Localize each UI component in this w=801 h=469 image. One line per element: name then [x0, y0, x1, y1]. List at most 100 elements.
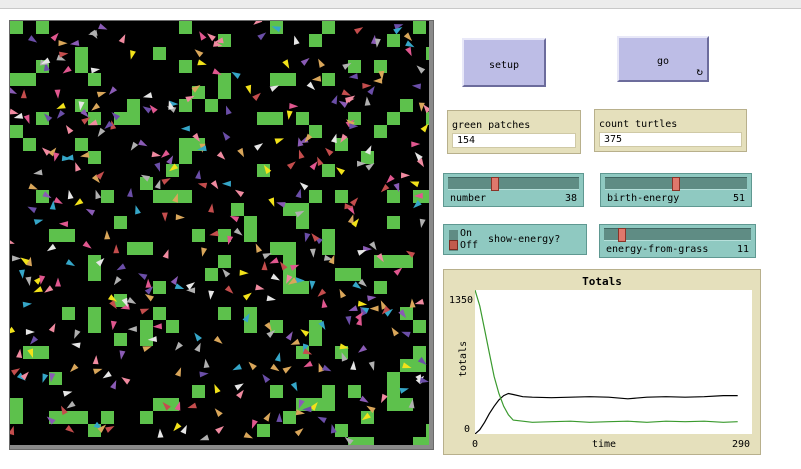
turtle: [80, 108, 89, 118]
turtle: [157, 428, 164, 438]
grass-patch: [322, 242, 335, 255]
grass-patch: [218, 86, 231, 99]
turtle: [229, 215, 240, 223]
monitor-label: count turtles: [599, 119, 678, 130]
turtle: [317, 416, 327, 424]
world-canvas: [10, 21, 429, 445]
grass-patch: [322, 385, 335, 398]
turtle: [71, 342, 81, 349]
turtle: [208, 203, 214, 213]
grass-patch: [244, 320, 257, 333]
switch-knob[interactable]: [449, 240, 458, 250]
turtle: [376, 253, 384, 263]
turtle: [56, 110, 65, 119]
turtle: [28, 183, 38, 190]
turtle: [10, 240, 15, 244]
turtle: [300, 57, 310, 66]
turtle: [341, 352, 348, 362]
turtle: [10, 108, 19, 115]
turtle: [139, 308, 150, 315]
turtle: [399, 388, 409, 394]
turtle: [135, 205, 141, 215]
turtle: [58, 40, 68, 47]
grass-patch: [348, 385, 361, 398]
grass-patch: [374, 60, 387, 73]
turtle: [191, 84, 201, 93]
slider-track[interactable]: [448, 177, 579, 191]
slider-track[interactable]: [605, 177, 747, 191]
turtle: [357, 300, 368, 307]
turtle: [91, 174, 100, 184]
turtle: [130, 141, 139, 151]
turtle: [266, 330, 276, 338]
turtle: [365, 163, 375, 171]
turtle: [13, 112, 24, 119]
plot-area: [474, 289, 752, 435]
plot-canvas: [474, 289, 738, 435]
slider-energy-from-grass[interactable]: energy-from-grass 11: [599, 224, 756, 258]
turtle: [53, 152, 60, 162]
turtle: [302, 348, 313, 355]
grass-patch: [23, 138, 36, 151]
grass-patch: [413, 346, 426, 359]
plot-title: Totals: [582, 275, 622, 288]
plot-series-line-1: [474, 392, 738, 435]
turtle: [175, 341, 183, 351]
go-button[interactable]: go ↻: [617, 36, 709, 82]
turtle: [78, 101, 85, 111]
turtle: [352, 281, 362, 289]
turtle: [362, 82, 372, 89]
turtle: [98, 23, 108, 30]
turtle: [43, 113, 53, 122]
turtle: [89, 29, 98, 39]
turtle: [262, 374, 271, 383]
turtle: [144, 286, 154, 295]
grass-patch: [387, 112, 400, 125]
turtle: [214, 384, 221, 394]
turtle: [270, 273, 280, 281]
turtle: [199, 371, 209, 378]
turtle: [96, 91, 107, 98]
grass-patch: [361, 437, 374, 445]
turtle: [420, 123, 429, 133]
turtle: [344, 203, 354, 210]
switch-label: show-energy?: [488, 234, 561, 245]
slider-thumb[interactable]: [672, 177, 680, 191]
grass-patch: [10, 125, 23, 138]
grass-patch: [75, 138, 88, 151]
grass-patch: [270, 320, 283, 333]
grass-patch: [335, 424, 348, 437]
slider-thumb[interactable]: [618, 228, 626, 242]
slider-thumb[interactable]: [491, 177, 499, 191]
turtle: [411, 83, 421, 90]
turtle: [185, 95, 195, 103]
grass-patch: [387, 385, 400, 398]
go-button-label: go: [656, 56, 670, 67]
switch-show-energy[interactable]: On Off show-energy?: [443, 224, 587, 255]
turtle: [118, 34, 126, 44]
turtle: [213, 40, 223, 47]
grass-patch: [114, 333, 127, 346]
grass-patch: [62, 411, 75, 424]
turtle: [207, 33, 216, 42]
turtle: [169, 163, 179, 172]
turtle: [405, 46, 412, 57]
turtle: [341, 89, 351, 96]
turtle: [97, 127, 106, 137]
grass-patch: [270, 112, 283, 125]
slider-birth-energy[interactable]: birth-energy 51: [600, 173, 752, 207]
turtle: [254, 143, 264, 151]
turtle: [401, 331, 411, 338]
grass-patch: [205, 99, 218, 112]
world-view[interactable]: [10, 21, 429, 445]
slider-track[interactable]: [604, 228, 751, 242]
turtle: [364, 145, 372, 155]
turtle: [276, 412, 283, 422]
setup-button[interactable]: setup: [462, 38, 546, 87]
grass-patch: [153, 47, 166, 60]
grass-patch: [23, 73, 36, 86]
turtle: [398, 309, 407, 319]
slider-number[interactable]: number 38: [443, 173, 584, 207]
turtle: [212, 68, 222, 75]
turtle: [300, 329, 310, 337]
